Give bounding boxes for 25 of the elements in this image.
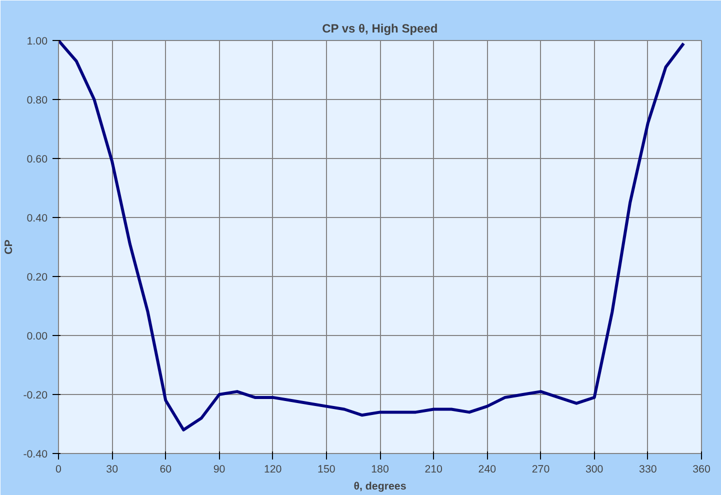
x-tick-label: 150	[318, 464, 336, 476]
y-tick-label: 0.80	[26, 94, 48, 106]
y-tick-label: -0.40	[23, 448, 48, 460]
x-tick-label: 180	[371, 464, 389, 476]
line-series	[58, 40, 686, 432]
x-tick-label: 0	[56, 464, 62, 476]
x-tick-label: 240	[478, 464, 496, 476]
x-tick-label: 120	[264, 464, 282, 476]
x-axis-title: θ, degrees	[354, 480, 406, 492]
y-tick-label: 0.00	[26, 330, 48, 342]
y-tick-label: 0.40	[26, 212, 48, 224]
y-axis-title: CP	[3, 240, 16, 254]
y-tick-label: 1.00	[26, 36, 48, 48]
x-tick-label: 360	[692, 464, 710, 476]
x-tick-label: 330	[639, 464, 657, 476]
x-tick-label: 30	[106, 464, 118, 476]
y-tick-label: 0.60	[26, 154, 48, 166]
x-tick-label: 60	[160, 464, 172, 476]
y-tick-label: 0.20	[26, 272, 48, 284]
y-tick-label: -0.20	[23, 390, 48, 402]
x-tick-label: 270	[532, 464, 550, 476]
chart-title: CP vs θ, High Speed	[322, 22, 438, 36]
x-tick-label: 300	[585, 464, 604, 476]
x-tick-label: 210	[424, 464, 443, 476]
x-tick-label: 90	[213, 464, 226, 476]
